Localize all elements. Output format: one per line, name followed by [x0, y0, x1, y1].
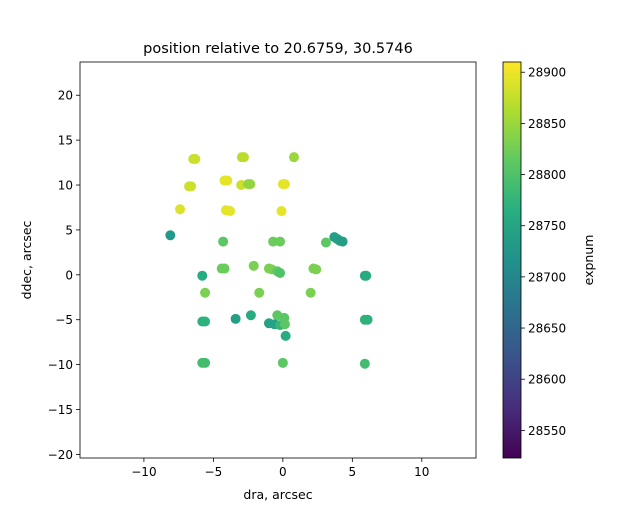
chart-title: position relative to 20.6759, 30.5746	[143, 41, 413, 57]
data-point	[200, 316, 211, 327]
data-point	[305, 287, 316, 298]
x-tick-label: 5	[349, 465, 357, 479]
colorbar	[502, 61, 522, 459]
data-point	[186, 181, 197, 192]
data-point	[362, 314, 373, 325]
data-point	[254, 287, 265, 298]
data-point	[359, 358, 370, 369]
y-tick-label: 5	[65, 223, 73, 237]
data-point	[337, 236, 348, 247]
data-point	[277, 357, 288, 368]
y-tick-label: 10	[58, 179, 73, 193]
x-axis-label: dra, arcsec	[243, 487, 312, 502]
scatter-points	[165, 152, 373, 369]
plot-area	[79, 61, 477, 459]
x-axis: −10 −5 0 5 10	[131, 458, 429, 479]
data-point	[288, 152, 299, 163]
data-point	[361, 270, 372, 281]
data-point	[230, 313, 241, 324]
colorbar-tick-label: 28900	[528, 66, 566, 80]
data-point	[275, 236, 286, 247]
colorbar-tick-label: 28700	[528, 270, 566, 284]
data-point	[245, 310, 256, 321]
data-point	[197, 270, 208, 281]
data-point	[320, 237, 331, 248]
colorbar-tick-label: 28850	[528, 117, 566, 131]
data-point	[311, 264, 322, 275]
data-point	[175, 204, 186, 215]
data-point	[276, 206, 287, 217]
colorbar-tick-label: 28750	[528, 219, 566, 233]
y-tick-label: −15	[48, 403, 73, 417]
data-point	[218, 236, 229, 247]
data-point	[280, 330, 291, 341]
colorbar-tick-label: 28550	[528, 424, 566, 438]
x-tick-label: −10	[131, 465, 156, 479]
y-axis: −20 −15 −10 −5 0 5 10 15 20	[48, 89, 80, 462]
y-tick-label: −10	[48, 358, 73, 372]
colorbar-tick-label: 28600	[528, 373, 566, 387]
y-tick-label: 15	[58, 134, 73, 148]
data-point	[200, 287, 211, 298]
data-point	[219, 263, 230, 274]
y-tick-label: −20	[48, 448, 73, 462]
colorbar-ticks: 28550 28600 28650 28700 28750 28800 28850 28900	[521, 66, 566, 438]
data-point	[236, 152, 247, 163]
colorbar-label: expnum	[581, 235, 596, 286]
data-point	[248, 260, 259, 271]
data-point	[268, 236, 279, 247]
data-point	[275, 268, 286, 279]
colorbar-tick-label: 28650	[528, 322, 566, 336]
y-tick-label: −5	[55, 313, 73, 327]
data-point	[188, 153, 199, 164]
data-point	[165, 230, 176, 241]
data-point	[243, 179, 254, 190]
data-point	[279, 179, 290, 190]
y-tick-label: 20	[58, 89, 73, 103]
data-point	[279, 319, 290, 330]
y-tick-label: 0	[65, 268, 73, 282]
data-point	[219, 175, 230, 186]
y-axis-label: ddec, arcsec	[19, 220, 34, 299]
x-tick-label: 0	[279, 465, 287, 479]
data-point	[225, 206, 236, 217]
data-point	[200, 357, 211, 368]
x-tick-label: −5	[205, 465, 223, 479]
colorbar-tick-label: 28800	[528, 168, 566, 182]
x-tick-label: 10	[414, 465, 429, 479]
